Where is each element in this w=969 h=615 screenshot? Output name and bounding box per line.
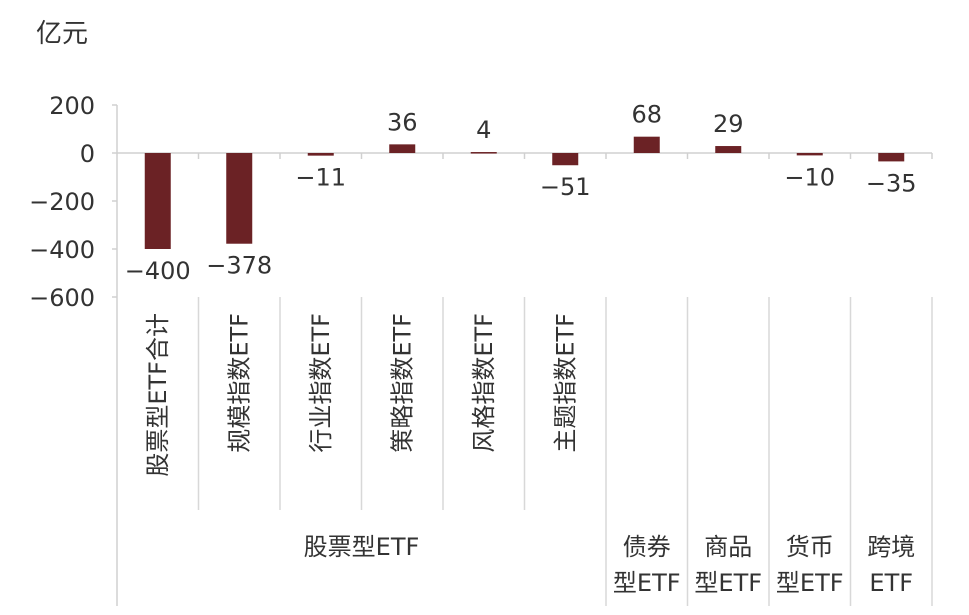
category-label: 商品	[704, 533, 752, 561]
y-tick-label: −600	[29, 284, 95, 312]
data-label: −10	[784, 163, 835, 191]
data-label: −51	[540, 173, 591, 201]
data-label: 4	[476, 116, 491, 144]
category-label-text: 主题指数ETF	[551, 313, 579, 453]
bar	[226, 153, 253, 244]
unit-label: 亿元	[36, 19, 88, 49]
category-label: 型ETF	[613, 569, 681, 597]
category-label-text: 行业指数ETF	[307, 313, 335, 453]
category-label-text: 风格指数ETF	[470, 313, 498, 453]
category-label: 型ETF	[694, 569, 762, 597]
bar	[796, 153, 823, 156]
category-label: 债券	[623, 533, 671, 561]
y-tick-label: −400	[29, 236, 95, 264]
category-label: 股票型ETF合计	[144, 313, 172, 477]
category-label-text: 策略指数ETF	[388, 313, 416, 453]
group-label-area: 股票型ETF	[304, 533, 420, 561]
bar	[307, 153, 334, 156]
bar	[470, 152, 497, 154]
category-label-text: 规模指数ETF	[225, 313, 253, 453]
category-label-text: 股票型ETF合计	[144, 313, 172, 477]
data-labels: −400 −378 −11 36 4 −51 68 29 −10 −35	[125, 101, 917, 285]
category-label: 跨境	[867, 533, 915, 561]
category-labels: 股票型ETF合计 规模指数ETF 行业指数ETF 策略指数ETF 风格指数ETF 主题指数…	[144, 313, 916, 597]
bar	[715, 146, 742, 153]
bar	[552, 153, 579, 166]
category-label: ETF	[869, 569, 913, 597]
bar	[878, 153, 905, 162]
category-separators	[197, 153, 933, 606]
bar-series	[144, 136, 905, 249]
bar	[389, 144, 416, 153]
y-tick-label: −200	[29, 188, 95, 216]
category-label: 规模指数ETF	[225, 313, 253, 453]
category-label: 主题指数ETF	[551, 313, 579, 453]
data-label: 29	[713, 110, 744, 138]
data-label: 36	[387, 108, 418, 136]
category-label: 行业指数ETF	[307, 313, 335, 453]
data-label: −400	[125, 257, 191, 285]
category-label: 型ETF	[776, 569, 844, 597]
category-label: 策略指数ETF	[388, 313, 416, 453]
category-label: 风格指数ETF	[470, 313, 498, 453]
data-label: −11	[295, 164, 346, 192]
category-label: 货币	[786, 533, 834, 561]
data-label: 68	[631, 101, 662, 129]
y-tick-label: 200	[49, 92, 95, 120]
data-label: −35	[866, 169, 917, 197]
data-label: −378	[206, 252, 272, 280]
y-tick-label: 0	[80, 140, 95, 168]
group-label: 股票型ETF	[304, 533, 420, 561]
bar	[144, 153, 171, 249]
bar	[633, 136, 660, 153]
